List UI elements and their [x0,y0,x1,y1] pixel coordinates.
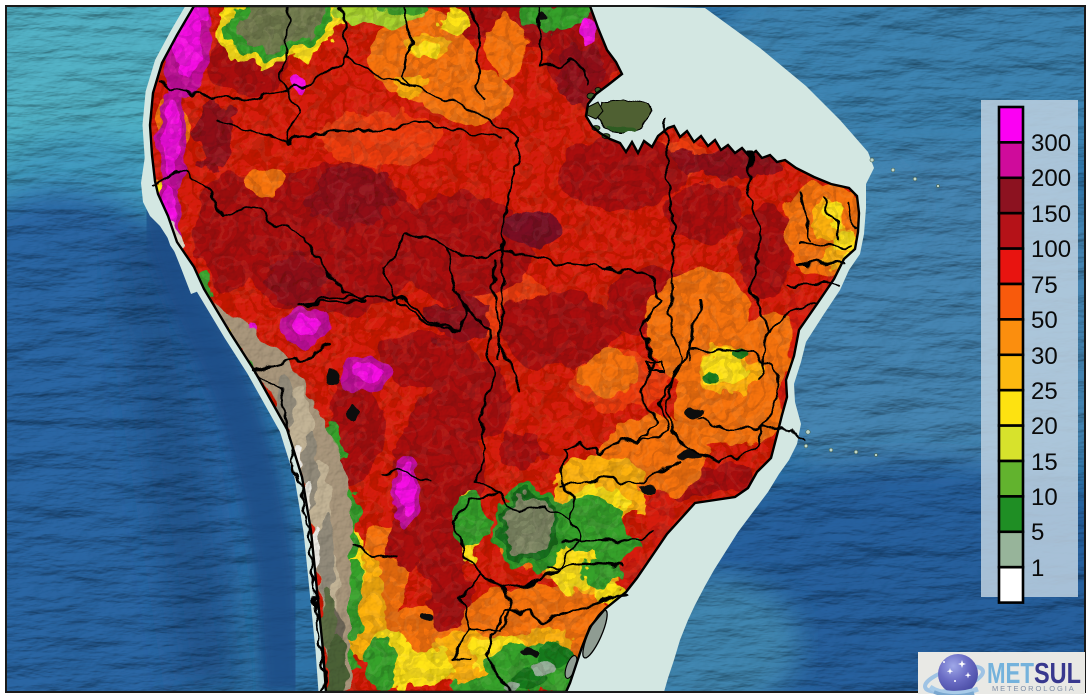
svg-text:75: 75 [1031,272,1058,299]
svg-text:50: 50 [1031,307,1058,334]
svg-text:SUL: SUL [1034,658,1081,690]
svg-text:200: 200 [1031,165,1071,192]
svg-text:20: 20 [1031,413,1058,440]
svg-text:MET: MET [987,658,1034,690]
svg-text:30: 30 [1031,343,1058,370]
svg-text:150: 150 [1031,201,1071,228]
svg-text:25: 25 [1031,378,1058,405]
svg-text:1: 1 [1031,555,1044,582]
svg-text:100: 100 [1031,236,1071,263]
svg-text:15: 15 [1031,449,1058,476]
svg-text:METEOROLOGIA: METEOROLOGIA [992,684,1076,693]
svg-text:10: 10 [1031,484,1058,511]
svg-text:300: 300 [1031,130,1071,157]
svg-text:5: 5 [1031,519,1044,546]
